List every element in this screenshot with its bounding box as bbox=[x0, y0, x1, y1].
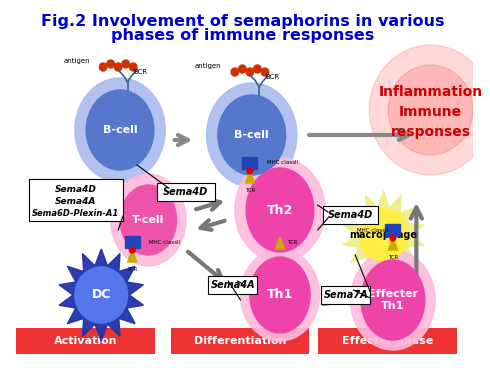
Text: B-cell: B-cell bbox=[103, 125, 137, 135]
Text: MHC classII: MHC classII bbox=[267, 160, 298, 166]
Polygon shape bbox=[59, 249, 144, 341]
Text: phases of immune responses: phases of immune responses bbox=[111, 28, 374, 43]
Ellipse shape bbox=[86, 90, 154, 170]
Text: Immune: Immune bbox=[399, 105, 462, 119]
Text: macrophage: macrophage bbox=[349, 230, 417, 240]
Ellipse shape bbox=[361, 260, 425, 340]
Polygon shape bbox=[343, 191, 424, 279]
Circle shape bbox=[254, 65, 261, 73]
Polygon shape bbox=[127, 250, 137, 262]
FancyBboxPatch shape bbox=[323, 206, 378, 224]
Circle shape bbox=[369, 45, 490, 175]
FancyBboxPatch shape bbox=[321, 286, 370, 304]
Circle shape bbox=[114, 63, 122, 71]
Ellipse shape bbox=[75, 78, 165, 182]
Circle shape bbox=[231, 68, 239, 76]
Polygon shape bbox=[388, 238, 397, 250]
Text: antigen: antigen bbox=[63, 58, 90, 64]
Circle shape bbox=[239, 65, 246, 73]
Circle shape bbox=[359, 209, 408, 261]
Text: Activation: Activation bbox=[54, 336, 118, 346]
Circle shape bbox=[247, 168, 253, 174]
FancyBboxPatch shape bbox=[318, 328, 457, 354]
Text: Differentiation: Differentiation bbox=[194, 336, 286, 346]
Text: Sema7A: Sema7A bbox=[323, 290, 368, 300]
Text: Inflammation: Inflammation bbox=[378, 85, 483, 99]
Text: Sema4A: Sema4A bbox=[211, 280, 255, 290]
Text: TCR: TCR bbox=[288, 241, 298, 245]
Text: Sema4A: Sema4A bbox=[55, 198, 97, 206]
Text: Sema4D: Sema4D bbox=[55, 185, 97, 195]
Text: T-cell: T-cell bbox=[132, 215, 165, 225]
Text: Sema6D-Plexin-A1: Sema6D-Plexin-A1 bbox=[32, 209, 120, 219]
Text: DC: DC bbox=[92, 289, 111, 301]
FancyBboxPatch shape bbox=[385, 224, 400, 236]
Text: TCR: TCR bbox=[388, 255, 398, 260]
Circle shape bbox=[107, 60, 114, 68]
Ellipse shape bbox=[246, 168, 314, 252]
Polygon shape bbox=[245, 171, 255, 183]
Circle shape bbox=[99, 63, 107, 71]
Text: Effecter phase: Effecter phase bbox=[342, 336, 433, 346]
FancyBboxPatch shape bbox=[29, 179, 123, 221]
FancyBboxPatch shape bbox=[17, 328, 155, 354]
Circle shape bbox=[261, 68, 269, 76]
Ellipse shape bbox=[218, 95, 286, 175]
Circle shape bbox=[122, 60, 129, 68]
Circle shape bbox=[246, 68, 254, 76]
Text: antigen: antigen bbox=[195, 63, 221, 69]
FancyBboxPatch shape bbox=[243, 157, 257, 169]
Text: Effecter
Th1: Effecter Th1 bbox=[368, 289, 418, 311]
Text: Sema4D: Sema4D bbox=[163, 187, 209, 197]
Text: Sema4D: Sema4D bbox=[328, 210, 373, 220]
Text: Fig.2 Involvement of semaphorins in various: Fig.2 Involvement of semaphorins in vari… bbox=[41, 14, 444, 29]
Ellipse shape bbox=[241, 249, 319, 341]
Ellipse shape bbox=[235, 158, 325, 262]
Ellipse shape bbox=[350, 250, 435, 350]
Circle shape bbox=[129, 247, 135, 253]
Text: Th2: Th2 bbox=[267, 204, 293, 216]
Circle shape bbox=[390, 235, 396, 241]
Text: MHC classII: MHC classII bbox=[149, 240, 180, 244]
FancyBboxPatch shape bbox=[125, 236, 140, 248]
Circle shape bbox=[129, 63, 137, 71]
FancyBboxPatch shape bbox=[157, 183, 215, 201]
Ellipse shape bbox=[120, 185, 176, 255]
Ellipse shape bbox=[250, 257, 310, 333]
Circle shape bbox=[388, 65, 473, 155]
Text: MHC classII: MHC classII bbox=[357, 227, 388, 233]
Text: Th1: Th1 bbox=[267, 289, 293, 301]
Text: responses: responses bbox=[391, 125, 470, 139]
FancyBboxPatch shape bbox=[171, 328, 309, 354]
Text: BCR: BCR bbox=[133, 69, 147, 75]
Text: BCR: BCR bbox=[265, 74, 279, 80]
Text: TCR: TCR bbox=[245, 188, 255, 193]
FancyBboxPatch shape bbox=[208, 276, 257, 294]
Ellipse shape bbox=[207, 83, 297, 187]
Text: B-cell: B-cell bbox=[234, 130, 269, 140]
Polygon shape bbox=[275, 237, 285, 249]
Circle shape bbox=[75, 267, 127, 323]
Ellipse shape bbox=[111, 174, 186, 266]
Text: TCR: TCR bbox=[127, 267, 138, 272]
